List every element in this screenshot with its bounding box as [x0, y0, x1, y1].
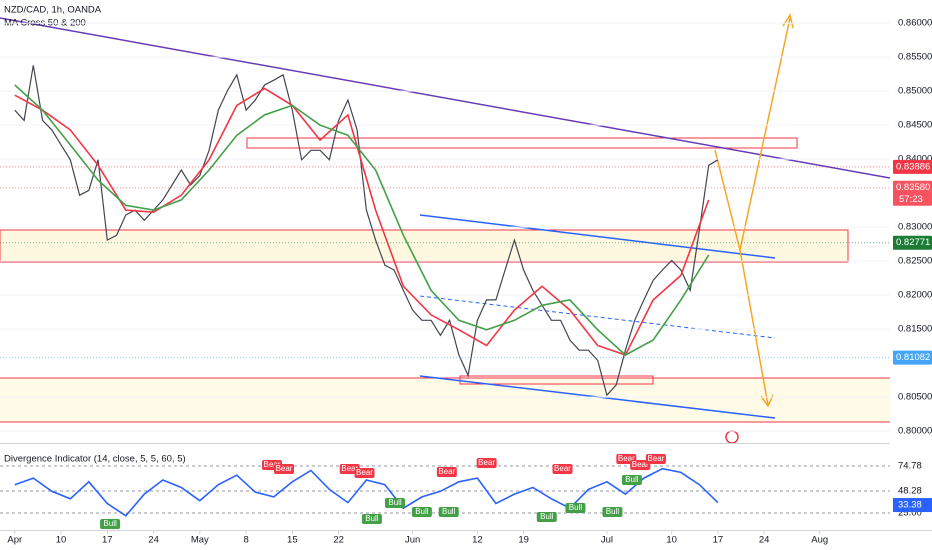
x-tick-label: 17 — [102, 535, 113, 546]
y-tick-label: 0.85000 — [898, 86, 932, 97]
signal-badge — [645, 454, 666, 465]
signal-badge — [621, 475, 642, 486]
y-tick-label: 0.80000 — [898, 426, 932, 437]
signal-badge — [552, 464, 573, 475]
price-badge — [893, 235, 932, 250]
pane-separator — [0, 443, 890, 444]
signal-badge — [354, 468, 375, 479]
zone — [246, 137, 798, 149]
series-line — [14, 87, 710, 356]
x-tick-label: May — [191, 535, 209, 546]
x-tick-label: 15 — [287, 535, 298, 546]
value-badge — [893, 498, 932, 513]
signal-badge — [274, 464, 295, 475]
price-badge-label: 0.82771 — [896, 237, 930, 248]
signal-label: Bear — [632, 460, 649, 469]
y-tick-label: 0.86000 — [898, 18, 932, 29]
signal-label: Bear — [341, 464, 358, 473]
x-tick-label: 10 — [666, 535, 677, 546]
signal-label: Bull — [365, 514, 379, 523]
price-badge — [893, 350, 932, 365]
signal-label: Bull — [415, 507, 429, 516]
x-tick-label: 8 — [243, 535, 248, 546]
y-tick-label: 74.78 — [898, 461, 922, 472]
signal-label: Bear — [264, 460, 281, 469]
signal-badge — [100, 518, 121, 529]
x-tick-label: 17 — [713, 535, 724, 546]
signal-label: Bull — [442, 507, 456, 516]
countdown: 57:23 — [899, 194, 923, 205]
price-badge-label: 0.83886 — [896, 161, 930, 172]
arrow-head — [760, 394, 774, 408]
y-tick-label: 48.28 — [898, 486, 922, 497]
signal-badge — [436, 466, 457, 477]
x-tick-label: 24 — [148, 535, 159, 546]
signal-label: Bull — [103, 519, 117, 528]
trend-line — [0, 17, 891, 179]
y-tick-label: 0.83000 — [898, 222, 932, 233]
signal-badge — [536, 511, 557, 522]
x-tick-label: 22 — [333, 535, 344, 546]
signal-label: Bull — [625, 475, 639, 484]
arrow-head — [782, 13, 794, 29]
signal-label: Bull — [569, 503, 583, 512]
signal-badge — [565, 503, 586, 514]
x-tick-label: Apr — [7, 535, 22, 546]
channel-line — [419, 214, 776, 259]
y-tick-label: 0.80500 — [898, 392, 932, 403]
chart-title: NZD/CAD, 1h, OANDA — [4, 5, 102, 16]
x-tick-label: 10 — [56, 535, 67, 546]
y-tick-label: 0.82500 — [898, 256, 932, 267]
y-tick-label: 25.00 — [898, 507, 922, 518]
signal-label: Bear — [438, 467, 455, 476]
signal-badge — [476, 458, 497, 469]
signal-badge — [438, 506, 459, 517]
signal-label: Bull — [540, 512, 554, 521]
price-badge-label: 0.81082 — [896, 352, 930, 363]
signal-badge — [361, 513, 382, 524]
signal-label: Bull — [388, 498, 402, 507]
channel-mid — [419, 295, 776, 339]
signal-label: Bear — [276, 464, 293, 473]
price-badge — [893, 180, 932, 206]
x-tick-label: Aug — [811, 535, 828, 546]
signal-badge — [411, 506, 432, 517]
price-badge — [893, 159, 932, 174]
x-tick-label: 19 — [518, 535, 529, 546]
drawings — [0, 13, 932, 531]
signal-label: Bear — [647, 454, 664, 463]
time-axis-border — [0, 530, 932, 531]
price-badge-label: 0.83580 — [896, 182, 930, 193]
signal-label: Bear — [554, 464, 571, 473]
x-tick-label: 12 — [472, 535, 483, 546]
arrow-path — [739, 249, 769, 406]
signal-label: Bear — [618, 454, 635, 463]
y-tick-label: 0.84500 — [898, 120, 932, 131]
signal-badge — [630, 459, 651, 470]
x-tick-label: Jul — [601, 535, 613, 546]
signal-label: Bear — [356, 468, 373, 477]
y-tick-label: 0.85500 — [898, 52, 932, 63]
series-line — [14, 467, 719, 517]
value-badge-label: 33.38 — [898, 500, 922, 511]
x-tick-label: Jun — [405, 535, 420, 546]
series-line — [14, 65, 719, 397]
signal-label: Bear — [478, 458, 495, 467]
signal-label: Bull — [606, 507, 620, 516]
y-tick-label: 0.82000 — [898, 290, 932, 301]
signal-badge — [602, 506, 623, 517]
signal-badge — [385, 498, 406, 509]
indicator-title: Divergence Indicator (14, close, 5, 5, 6… — [4, 454, 186, 465]
series-line — [14, 84, 710, 356]
y-tick-label: 0.84000 — [898, 154, 932, 165]
y-tick-label: 0.81500 — [898, 324, 932, 335]
zone — [0, 229, 849, 263]
x-tick-label: 24 — [759, 535, 770, 546]
